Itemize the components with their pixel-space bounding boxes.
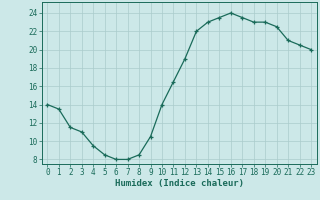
X-axis label: Humidex (Indice chaleur): Humidex (Indice chaleur) bbox=[115, 179, 244, 188]
